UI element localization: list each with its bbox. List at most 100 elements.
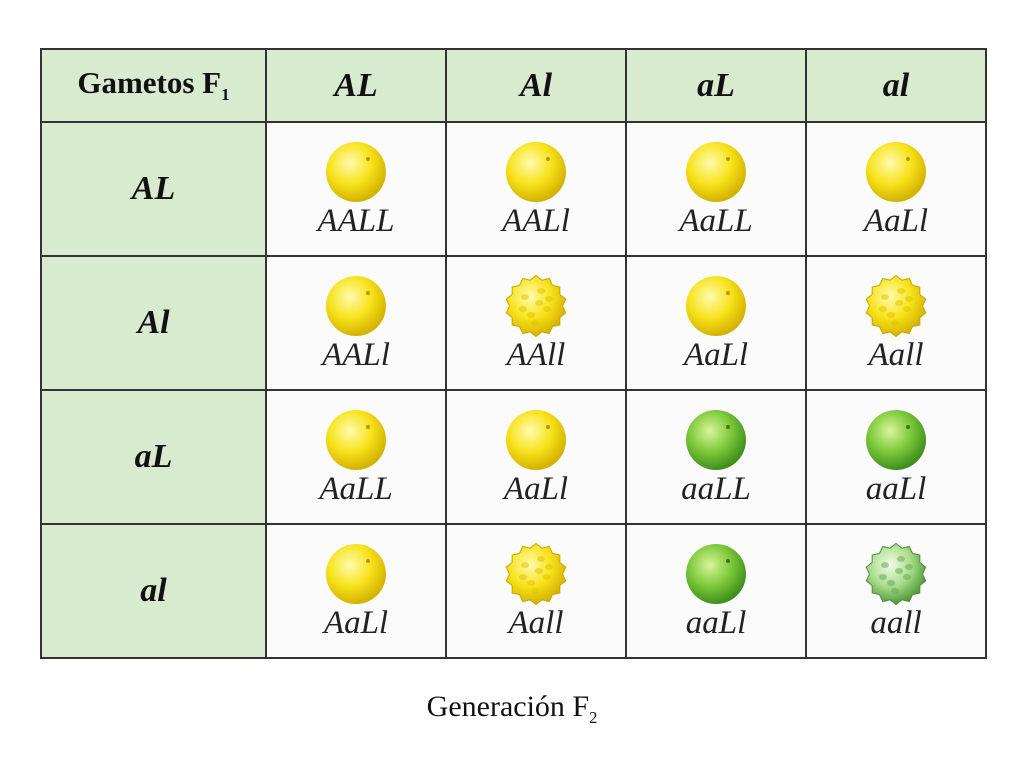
pea-hilum (546, 424, 550, 429)
genotype: AALl (322, 336, 390, 373)
row-header: AL (40, 121, 267, 257)
wrinkle (905, 563, 913, 570)
caption-text: Generación F (426, 690, 590, 723)
genotype: AaLl (503, 470, 569, 507)
pea-body (326, 543, 386, 604)
genotype: AALL (317, 202, 395, 239)
wrinkle (545, 295, 553, 302)
row-header: al (40, 523, 267, 659)
pea-hilum (366, 156, 370, 161)
wrinkle (535, 299, 543, 306)
pea-hilum (366, 558, 370, 563)
column-header: al (805, 48, 987, 123)
corner-header: Gametos F1 (40, 48, 267, 123)
pea (686, 275, 746, 336)
cell: AaLl (265, 523, 447, 659)
pea-body (686, 409, 746, 470)
pea-body (865, 542, 927, 605)
genotype: AaLl (323, 604, 389, 641)
pea (506, 141, 566, 202)
pea-body (506, 141, 566, 202)
pea-hilum (906, 156, 910, 161)
genotype: AAll (506, 336, 566, 373)
wrinkle (887, 579, 895, 586)
pea (865, 542, 927, 605)
pea (505, 274, 567, 337)
genotype: Aall (508, 604, 564, 641)
column-header: AL (265, 48, 447, 123)
table-row: aL AaLL AaLl aaLL aaLl (40, 389, 987, 525)
pea (326, 409, 386, 470)
cell: Aall (805, 255, 987, 391)
pea (505, 542, 567, 605)
wrinkle (887, 311, 895, 318)
pea (506, 409, 566, 470)
wrinkle (895, 567, 903, 574)
wrinkle (521, 293, 529, 300)
pea-hilum (726, 424, 730, 429)
pea-body (865, 274, 927, 337)
pea-body (686, 275, 746, 336)
pea-hilum (366, 290, 370, 295)
header-row: Gametos F1 AL Al aL al (40, 48, 987, 123)
wrinkle (521, 561, 529, 568)
pea-hilum (726, 156, 730, 161)
pea-body (326, 275, 386, 336)
pea (326, 275, 386, 336)
wrinkle (879, 305, 887, 312)
genotype: aaLl (685, 604, 747, 641)
wrinkle (879, 573, 887, 580)
wrinkle (897, 555, 905, 562)
pea-hilum (726, 290, 730, 295)
pea-body (326, 141, 386, 202)
cell: AaLl (445, 389, 627, 525)
wrinkle (897, 287, 905, 294)
cell: aall (805, 523, 987, 659)
pea-body (686, 141, 746, 202)
cell: AALl (445, 121, 627, 257)
cell: aaLl (625, 523, 807, 659)
wrinkle (537, 287, 545, 294)
wrinkle (903, 573, 911, 580)
wrinkle (519, 573, 527, 580)
cell: AaLl (805, 121, 987, 257)
pea-body (326, 409, 386, 470)
wrinkle (543, 573, 551, 580)
corner-text: Gametos F (77, 65, 222, 101)
wrinkle (537, 555, 545, 562)
cell: AALl (265, 255, 447, 391)
column-header: aL (625, 48, 807, 123)
pea-body (505, 274, 567, 337)
pea (866, 141, 926, 202)
wrinkle (891, 587, 899, 594)
wrinkle (881, 293, 889, 300)
pea (866, 409, 926, 470)
wrinkle (519, 305, 527, 312)
pea (686, 543, 746, 604)
wrinkle (543, 305, 551, 312)
pea-body (866, 141, 926, 202)
wrinkle (531, 319, 539, 326)
caption-sub: 2 (589, 708, 598, 727)
pea (326, 543, 386, 604)
corner-sub: 1 (221, 85, 230, 105)
pea-hilum (726, 558, 730, 563)
table-row: al AaLl Aall aaLl aall (40, 523, 987, 659)
punnett-square: Gametos F1 AL Al aL al AL AALL AALl AaLL AaLl Al… (40, 48, 987, 659)
pea (865, 274, 927, 337)
pea-body (506, 409, 566, 470)
cell: AaLL (265, 389, 447, 525)
row-header: aL (40, 389, 267, 525)
cell: AAll (445, 255, 627, 391)
table-row: AL AALL AALl AaLL AaLl (40, 121, 987, 257)
wrinkle (881, 561, 889, 568)
pea-hilum (906, 424, 910, 429)
table-row: Al AALl AAll AaLl Aall (40, 255, 987, 391)
row-header: Al (40, 255, 267, 391)
pea (326, 141, 386, 202)
wrinkle (527, 311, 535, 318)
wrinkle (895, 299, 903, 306)
genotype: aaLL (681, 470, 751, 507)
pea-body (866, 409, 926, 470)
